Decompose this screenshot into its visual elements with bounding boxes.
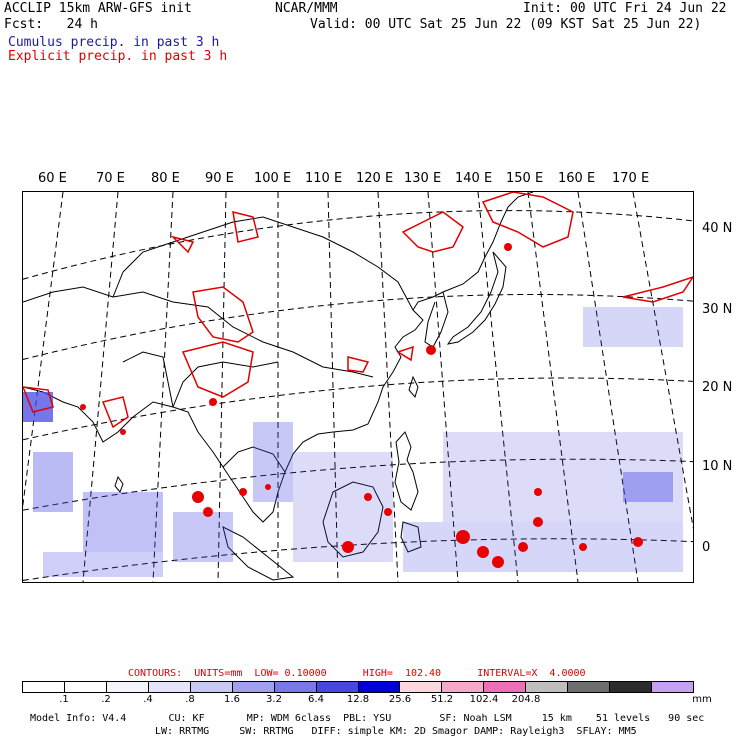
model-info: Model Info: V4.4 CU: KF MP: WDM 6class P…: [30, 713, 705, 724]
lat-label: 30 N: [702, 302, 733, 317]
legend-units: mm: [692, 694, 712, 705]
contours-info: CONTOURS: UNITS=mm LOW= 0.10000 HIGH= 10…: [128, 668, 586, 679]
lon-label: 150 E: [506, 171, 544, 186]
lon-label: 100 E: [254, 171, 292, 186]
run-title: ACCLIP 15km ARW-GFS init: [4, 1, 192, 16]
legend-tick: 204.8: [511, 694, 541, 705]
legend-tick: 6.4: [308, 694, 324, 705]
legend-swatch: [148, 682, 191, 692]
lon-label: 70 E: [96, 171, 125, 186]
init-time: Init: 00 UTC Fri 24 Jun 22: [523, 1, 727, 16]
legend-swatch: [274, 682, 317, 692]
explicit-precip: [21, 191, 695, 429]
org-label: NCAR/MMM: [275, 1, 338, 16]
legend-swatch: [568, 682, 611, 692]
lat-label: 40 N: [702, 221, 733, 236]
lon-label: 60 E: [38, 171, 67, 186]
legend-tick: .2: [101, 694, 111, 705]
explicit-legend-label: Explicit precip. in past 3 h: [8, 49, 228, 64]
lon-label: 130 E: [404, 171, 442, 186]
lat-label: 10 N: [702, 459, 733, 474]
lon-label: 90 E: [205, 171, 234, 186]
coastlines: [22, 191, 534, 581]
legend-tick: 102.4: [469, 694, 499, 705]
lat-label: 0: [702, 540, 711, 555]
valid-time: Valid: 00 UTC Sat 25 Jun 22 (09 KST Sat …: [310, 17, 702, 32]
legend-tick: 1.6: [224, 694, 240, 705]
legend-swatch: [652, 682, 693, 692]
lat-label: 20 N: [702, 380, 733, 395]
color-legend-bar: [22, 681, 694, 693]
lon-label: 80 E: [151, 171, 180, 186]
map-canvas: [12, 191, 704, 583]
legend-tick: 3.2: [266, 694, 282, 705]
cumulus-precip: [23, 307, 683, 577]
legend-swatch: [442, 682, 485, 692]
cumulus-legend-label: Cumulus precip. in past 3 h: [8, 35, 220, 50]
legend-tick: 12.8: [346, 694, 370, 705]
forecast-hour: Fcst: 24 h: [4, 17, 98, 32]
legend-tick: .8: [185, 694, 195, 705]
legend-swatch: [526, 682, 569, 692]
legend-tick: .4: [143, 694, 153, 705]
legend-swatch: [64, 682, 107, 692]
lon-label: 170 E: [612, 171, 650, 186]
legend-swatch: [316, 682, 359, 692]
legend-tick: 51.2: [430, 694, 454, 705]
legend-swatch: [23, 682, 65, 692]
lon-label: 110 E: [305, 171, 343, 186]
legend-tick: 25.6: [388, 694, 412, 705]
legend-swatch: [484, 682, 527, 692]
legend-swatch: [610, 682, 653, 692]
lon-label: 160 E: [558, 171, 596, 186]
legend-swatch: [232, 682, 275, 692]
legend-swatch: [190, 682, 233, 692]
legend-swatch: [106, 682, 149, 692]
lon-label: 140 E: [455, 171, 493, 186]
legend-tick: .1: [59, 694, 69, 705]
physics-info: LW: RRTMG SW: RRTMG DIFF: simple KM: 2D …: [155, 726, 637, 737]
explicit-precip-cores: [80, 243, 643, 568]
lon-label: 120 E: [356, 171, 394, 186]
precip-map: [12, 191, 704, 583]
legend-swatch: [400, 682, 443, 692]
legend-swatch: [358, 682, 401, 692]
